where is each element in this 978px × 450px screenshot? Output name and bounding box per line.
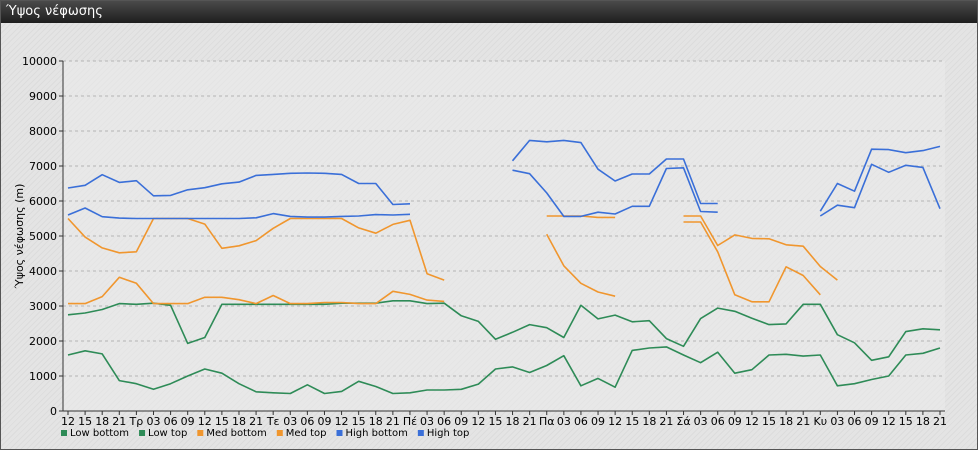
x-tick-label: 12 — [198, 415, 212, 428]
y-tick-label: 3000 — [29, 300, 57, 313]
x-tick-label: 21 — [386, 415, 400, 428]
x-tick-label: 15 — [352, 415, 366, 428]
x-tick-label: 15 — [215, 415, 229, 428]
x-tick-label: 06 — [437, 415, 451, 428]
x-tick-label: 06 — [164, 415, 178, 428]
x-tick-label: 18 — [232, 415, 246, 428]
x-tick-label: 03 — [557, 415, 571, 428]
legend-label-high-top: High top — [427, 428, 470, 439]
x-tick-label: 06 — [574, 415, 588, 428]
x-tick-label: 18 — [916, 415, 930, 428]
x-tick-label: 06 — [711, 415, 725, 428]
x-tick-label: 12 — [745, 415, 759, 428]
y-axis-label: Ύψος νέφωσης (m) — [13, 184, 26, 290]
legend-swatch-high-bottom — [336, 430, 343, 436]
series-line-high-top — [67, 172, 411, 206]
legend-swatch-low-bottom — [61, 430, 67, 436]
x-tick-label: 12 — [335, 415, 349, 428]
series-line-low-top — [67, 299, 941, 362]
y-tick-label: 8000 — [29, 125, 57, 138]
x-tick-label: 18 — [779, 415, 793, 428]
x-tick-label: 03 — [694, 415, 708, 428]
x-tick-label: 15 — [625, 415, 639, 428]
legend-swatch-med-top — [276, 430, 283, 436]
legend-label-low-top: Low top — [148, 428, 187, 439]
legend-swatch-med-bottom — [197, 430, 204, 436]
title-bar: Ύψος νέφωσης — [1, 1, 977, 23]
y-tick-label: 7000 — [29, 160, 57, 173]
series-line-med-top — [67, 217, 445, 281]
y-tick-label: 4000 — [29, 265, 57, 278]
y-tick-label: 10000 — [22, 55, 57, 68]
y-tick-label: 6000 — [29, 195, 57, 208]
legend-label-med-top: Med top — [286, 428, 327, 439]
x-tick-label: 21 — [659, 415, 673, 428]
x-tick-label: 09 — [317, 415, 331, 428]
x-tick-label: 18 — [95, 415, 109, 428]
window-title: Ύψος νέφωσης — [6, 4, 103, 19]
x-tick-label: 15 — [762, 415, 776, 428]
y-tick-label: 2000 — [29, 335, 57, 348]
x-tick-label: Κυ — [814, 415, 828, 428]
legend-label-med-bottom: Med bottom — [206, 428, 266, 439]
series-line-low-bottom — [67, 346, 941, 395]
x-tick-label: 15 — [488, 415, 502, 428]
series-line-high-top — [511, 139, 718, 205]
x-tick-label: Τε — [266, 415, 280, 428]
x-tick-label: 06 — [848, 415, 862, 428]
x-tick-label: 09 — [865, 415, 879, 428]
x-tick-label: 03 — [420, 415, 434, 428]
x-tick-label: 15 — [899, 415, 913, 428]
x-tick-label: 21 — [112, 415, 126, 428]
x-tick-label: 15 — [78, 415, 92, 428]
x-tick-label: 18 — [369, 415, 383, 428]
series-line-high-top — [819, 145, 941, 212]
legend-label-high-bottom: High bottom — [346, 428, 408, 439]
x-tick-label: Πέ — [403, 415, 417, 428]
x-tick-label: 21 — [796, 415, 810, 428]
x-tick-label: 12 — [61, 415, 75, 428]
y-tick-label: 5000 — [29, 230, 57, 243]
legend-label-low-bottom: Low bottom — [70, 428, 129, 439]
x-tick-label: 21 — [523, 415, 537, 428]
x-tick-label: Τρ — [129, 415, 144, 428]
legend-swatch-low-top — [139, 430, 146, 436]
y-tick-label: 1000 — [29, 370, 57, 383]
x-tick-label: 09 — [728, 415, 742, 428]
series-line-med-bottom — [683, 221, 821, 303]
series-line-med-top — [683, 215, 838, 281]
x-tick-label: 21 — [249, 415, 263, 428]
series-line-high-bottom — [512, 167, 718, 218]
x-tick-label: 21 — [933, 415, 947, 428]
series-line-med-bottom — [68, 276, 445, 305]
series-line-high-bottom — [819, 163, 941, 217]
x-tick-label: 09 — [454, 415, 468, 428]
x-tick-label: 06 — [300, 415, 314, 428]
x-tick-label: 03 — [283, 415, 297, 428]
legend-swatch-high-top — [417, 430, 424, 436]
cloud-height-chart: 0 1000 2000 3000 4000 5000 6000 7000 8000 9000 100… — [13, 55, 947, 439]
x-tick-label: Πα — [539, 415, 555, 428]
x-tick-label: 12 — [471, 415, 485, 428]
x-tick-label: 09 — [591, 415, 605, 428]
x-tick-label: Σά — [676, 415, 690, 428]
x-tick-label: 18 — [506, 415, 520, 428]
x-tick-label: 18 — [642, 415, 656, 428]
x-tick-label: 03 — [830, 415, 844, 428]
x-tick-label: 03 — [146, 415, 160, 428]
chart-area: 0 1000 2000 3000 4000 5000 6000 7000 8000 9000 100… — [1, 23, 977, 449]
y-tick-label: 9000 — [29, 90, 57, 103]
series-line-high-bottom — [67, 207, 411, 220]
x-tick-label: 12 — [608, 415, 622, 428]
x-tick-label: 09 — [181, 415, 195, 428]
x-tick-label: 12 — [882, 415, 896, 428]
y-tick-label: 0 — [50, 405, 57, 418]
series-line-med-bottom — [545, 233, 616, 297]
